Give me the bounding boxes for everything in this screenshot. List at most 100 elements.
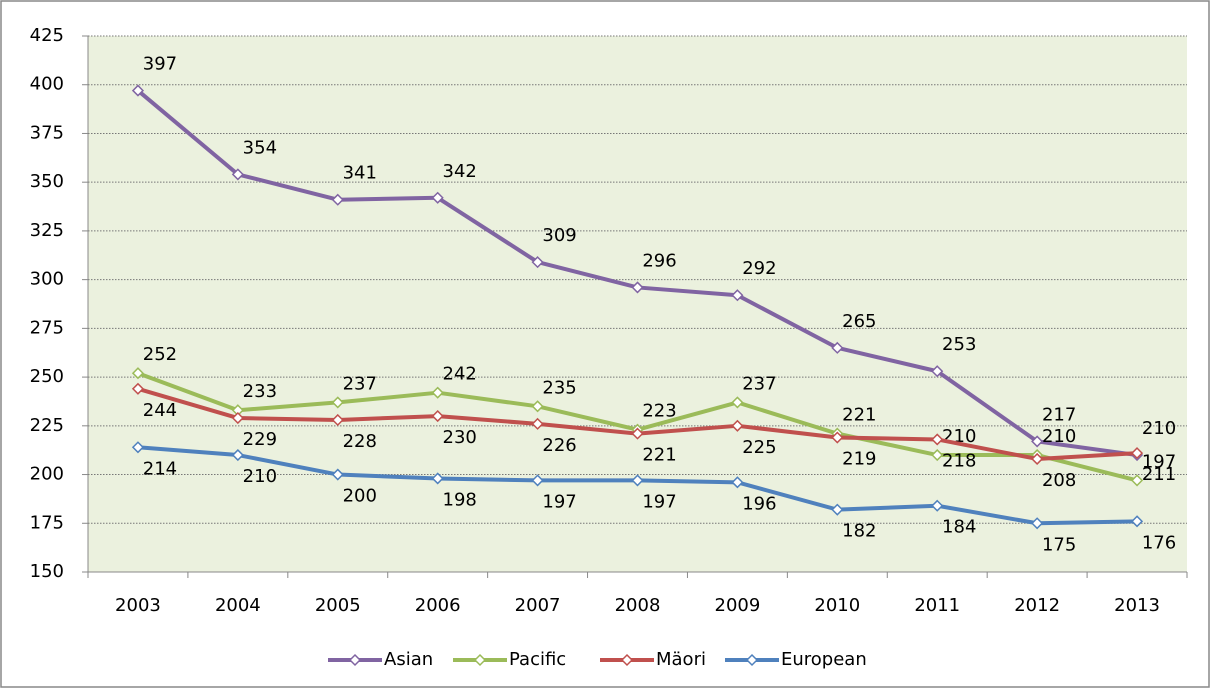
data-point [831,431,844,444]
data-point [131,367,145,380]
data-point [1031,452,1044,466]
data-label: 229 [243,429,277,450]
data-label: 397 [143,54,177,75]
data-label: 225 [742,437,776,458]
x-tick-label: 2011 [914,595,960,616]
y-tick-label: 250 [30,366,64,387]
data-label: 214 [143,458,177,479]
data-label: 309 [542,225,576,246]
data-point [831,341,844,354]
y-tick-label: 325 [30,220,64,241]
data-point [731,476,744,489]
legend: Asian Pacific Mäori European [328,649,867,670]
legend-label: Mäori [656,649,706,670]
y-tick-label: 225 [30,415,64,436]
data-point [931,499,944,512]
data-label: 210 [1142,418,1176,439]
data-point [631,474,644,487]
data-point [431,472,444,485]
legend-label: European [781,649,867,670]
data-label: 228 [343,431,377,452]
data-point [1031,435,1044,448]
data-label: 196 [742,493,776,514]
x-tick-label: 2007 [515,595,561,616]
data-label: 342 [443,161,477,182]
y-tick-label: 175 [30,512,64,533]
data-point [931,448,944,462]
data-label: 184 [942,517,976,538]
legend-marker [348,653,362,667]
data-label: 244 [143,400,177,421]
data-label: 296 [642,250,676,271]
data-label: 182 [842,521,876,542]
data-label: 242 [443,364,477,385]
data-label: 211 [1142,464,1176,485]
data-label: 223 [642,401,676,422]
data-point [231,448,244,462]
data-point [531,417,544,430]
data-point [631,281,644,294]
data-label: 292 [742,258,776,279]
data-label: 237 [343,373,377,394]
x-tick-label: 2009 [715,595,761,616]
data-label: 197 [542,491,576,512]
x-tick-label: 2006 [415,595,461,616]
data-label: 237 [742,373,776,394]
data-label: 253 [942,334,976,355]
x-tick-label: 2013 [1114,595,1160,616]
data-label: 221 [642,445,676,466]
data-label: 354 [243,137,277,158]
data-point [831,503,844,516]
y-tick-label: 375 [30,122,64,143]
data-point [1031,517,1044,530]
data-point [331,396,344,409]
data-point [131,84,145,97]
data-point [431,386,444,399]
data-label: 221 [842,405,876,426]
data-point [931,365,944,378]
data-label: 219 [842,449,876,470]
data-point [231,411,244,425]
data-label: 233 [243,381,277,402]
data-point [331,193,344,206]
data-label: 230 [443,427,477,448]
data-point [1130,474,1144,487]
data-label: 198 [443,489,477,510]
x-tick-label: 2003 [115,595,161,616]
y-tick-label: 425 [30,25,64,46]
data-point [931,433,944,446]
data-label: 218 [942,450,976,471]
data-point [631,427,644,440]
x-tick-label: 2005 [315,595,361,616]
x-tick-label: 2010 [814,595,860,616]
data-point [731,419,744,432]
y-tick-label: 400 [30,74,64,95]
data-point [431,410,444,423]
data-label: 210 [243,466,277,487]
data-label: 252 [143,344,177,365]
y-tick-label: 200 [30,464,64,485]
data-point [431,191,444,204]
data-point [731,396,744,409]
data-point [331,413,344,427]
x-tick-label: 2004 [215,595,261,616]
data-label: 210 [1042,426,1076,447]
y-tick-label: 275 [30,317,64,338]
y-tick-label: 350 [30,171,64,192]
data-label: 235 [542,377,576,398]
data-label: 341 [343,163,377,184]
legend-marker [473,653,487,667]
data-point [1130,515,1144,528]
data-point [731,289,744,302]
data-point [131,382,145,395]
data-point [531,256,544,269]
data-label: 226 [542,435,576,456]
legend-marker [620,653,634,667]
data-label: 197 [1142,451,1176,472]
data-point [131,441,145,454]
data-point [531,474,544,487]
x-tick-label: 2008 [615,595,661,616]
data-label: 200 [343,486,377,507]
data-point [331,468,344,481]
